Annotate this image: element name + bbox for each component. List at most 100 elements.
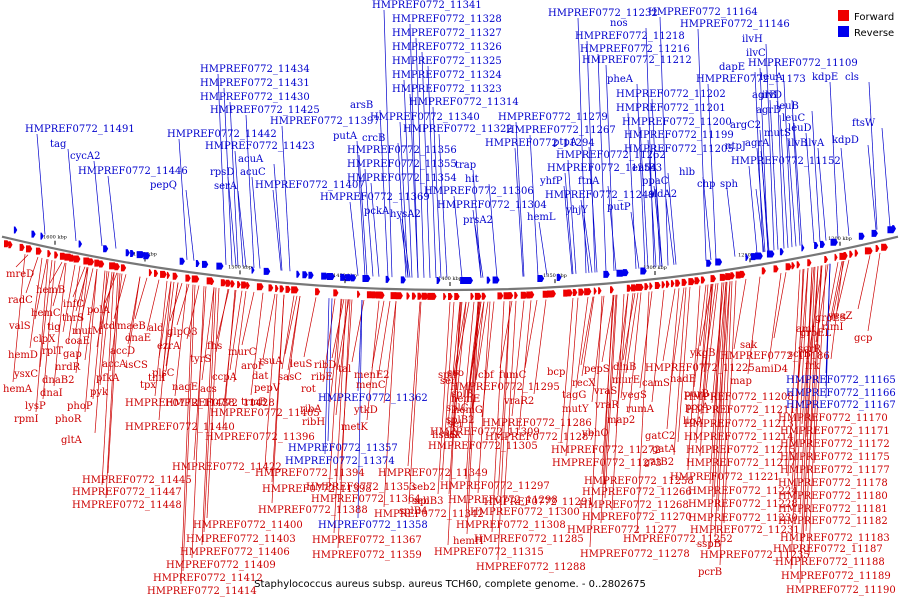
reverse-gene-label: ilvB xyxy=(788,138,807,149)
reverse-gene xyxy=(556,274,562,282)
forward-gene xyxy=(824,255,828,263)
reverse-gene-label: ftnA xyxy=(578,176,600,187)
forward-leader-line xyxy=(328,298,342,493)
reverse-gene-label: HMPREF0772_11199 xyxy=(624,130,734,141)
reverse-gene-label: HMPREF0772_11340 xyxy=(370,112,480,123)
reverse-gene-label: HMPREF0772_11328 xyxy=(392,14,502,25)
reverse-leader-line xyxy=(630,211,640,269)
forward-gene xyxy=(4,240,10,248)
reverse-gene-label: yhfP xyxy=(539,176,563,187)
reverse-gene xyxy=(179,257,185,265)
forward-leader-line xyxy=(636,291,650,533)
reverse-gene-label: HMPREF0772_11205 xyxy=(624,144,734,155)
forward-gene-label: HMPREF0772_11448 xyxy=(72,500,182,511)
forward-leader-line xyxy=(693,284,707,388)
forward-gene xyxy=(379,291,385,299)
reverse-leader-line xyxy=(93,160,103,247)
reverse-leader-line xyxy=(760,150,770,252)
forward-gene-label: ligA xyxy=(683,416,704,427)
forward-leader-line xyxy=(709,282,723,485)
tick-label: 1250 kbp xyxy=(738,252,762,258)
forward-leader-line xyxy=(84,269,98,413)
forward-gene-label: ald xyxy=(148,323,164,334)
reverse-gene-label: HMPREF0772_11212 xyxy=(582,55,692,66)
forward-gene-label: HMPREF0772_11438 xyxy=(125,398,235,409)
forward-leader-line xyxy=(666,288,680,430)
forward-gene-label: ezrA xyxy=(157,341,181,352)
forward-gene-label: aroF xyxy=(241,361,265,372)
forward-gene-label: rimI xyxy=(822,322,843,333)
reverse-leader-line xyxy=(438,133,448,279)
reverse-gene xyxy=(340,273,346,281)
reverse-leader-line xyxy=(867,144,877,230)
forward-gene-label: HMPREF0772_11298 xyxy=(448,495,558,506)
forward-gene-label: HMPREF0772_11285 xyxy=(474,534,584,545)
forward-gene xyxy=(807,259,812,267)
reverse-gene-label: HMPREF0772_11327 xyxy=(392,28,502,39)
forward-leader-line xyxy=(723,280,737,524)
reverse-gene-label: HMPREF0772_11442 xyxy=(167,129,277,140)
forward-leader-line xyxy=(53,262,67,387)
reverse-gene-label: HMPREF0772_11262 xyxy=(556,150,666,161)
forward-gene-label: HMPREF0772_11422 xyxy=(172,462,282,473)
forward-gene-label: HMPREF0772_11388 xyxy=(258,505,368,516)
forward-gene-label: ybhO xyxy=(581,428,609,439)
forward-leader-line xyxy=(180,284,194,585)
forward-gene xyxy=(508,292,514,300)
reverse-leader-line xyxy=(229,101,239,267)
forward-leader-line xyxy=(717,281,731,512)
reverse-gene-label: cycA2 xyxy=(70,151,100,162)
forward-gene-label: coaE xyxy=(65,336,90,347)
forward-leader-line xyxy=(799,267,813,584)
reverse-gene-label: HMPREF0772_11323 xyxy=(392,84,502,95)
forward-leader-line xyxy=(371,300,385,369)
forward-gene-label: HMPREF0772_11447 xyxy=(72,487,182,498)
reverse-gene xyxy=(251,266,255,274)
forward-gene-label: map2 xyxy=(607,415,635,426)
forward-leader-line xyxy=(94,270,108,434)
forward-gene-label: HMPREF0772_11270 xyxy=(582,512,692,523)
forward-gene xyxy=(210,277,215,285)
tick-label: 1300 kbp xyxy=(643,265,667,271)
forward-gene-label: ytkD xyxy=(353,405,378,416)
reverse-leader-line xyxy=(829,81,839,239)
forward-gene xyxy=(598,287,602,295)
reverse-gene xyxy=(706,259,712,267)
reverse-leader-line xyxy=(756,147,766,252)
forward-leader-line xyxy=(241,291,255,346)
reverse-leader-line xyxy=(653,185,663,267)
reverse-leader-line xyxy=(409,23,419,278)
reverse-gene xyxy=(103,245,109,253)
forward-gene xyxy=(417,292,423,300)
reverse-gene xyxy=(819,240,825,248)
forward-gene xyxy=(530,291,535,299)
forward-leader-line xyxy=(154,280,168,397)
forward-gene xyxy=(25,245,33,253)
reverse-gene-label: HMPREF0772_11397 xyxy=(270,116,380,127)
forward-leader-line xyxy=(284,295,298,355)
reverse-gene-label: HMPREF0772_11218 xyxy=(575,31,685,42)
reverse-gene-label: HMPREF0772_11109 xyxy=(748,58,858,69)
forward-leader-line xyxy=(12,254,26,383)
forward-gene-label: HMPREF0772_11182 xyxy=(778,516,888,527)
forward-gene-label: groEL xyxy=(800,328,832,339)
forward-gene xyxy=(246,282,250,290)
forward-gene xyxy=(572,289,578,297)
reverse-gene-label: hit xyxy=(465,174,479,185)
forward-leader-line xyxy=(407,301,421,467)
forward-leader-line xyxy=(174,283,188,397)
reverse-leader-line xyxy=(421,51,431,278)
reverse-leader-line xyxy=(787,137,797,247)
reverse-gene xyxy=(143,252,150,260)
reverse-gene xyxy=(216,262,224,270)
reverse-gene xyxy=(465,276,473,284)
forward-gene xyxy=(8,241,13,249)
reverse-gene xyxy=(715,258,723,266)
reverse-gene xyxy=(296,270,300,278)
forward-gene-label: sspB xyxy=(697,539,721,550)
reverse-gene-label: HMPREF0772_11202 xyxy=(616,89,726,100)
reverse-leader-line xyxy=(647,139,657,267)
forward-leader-line xyxy=(158,281,172,421)
legend-label-reverse: Reverse xyxy=(854,28,894,39)
reverse-gene-label: HMPREF0772_11369 xyxy=(320,192,430,203)
